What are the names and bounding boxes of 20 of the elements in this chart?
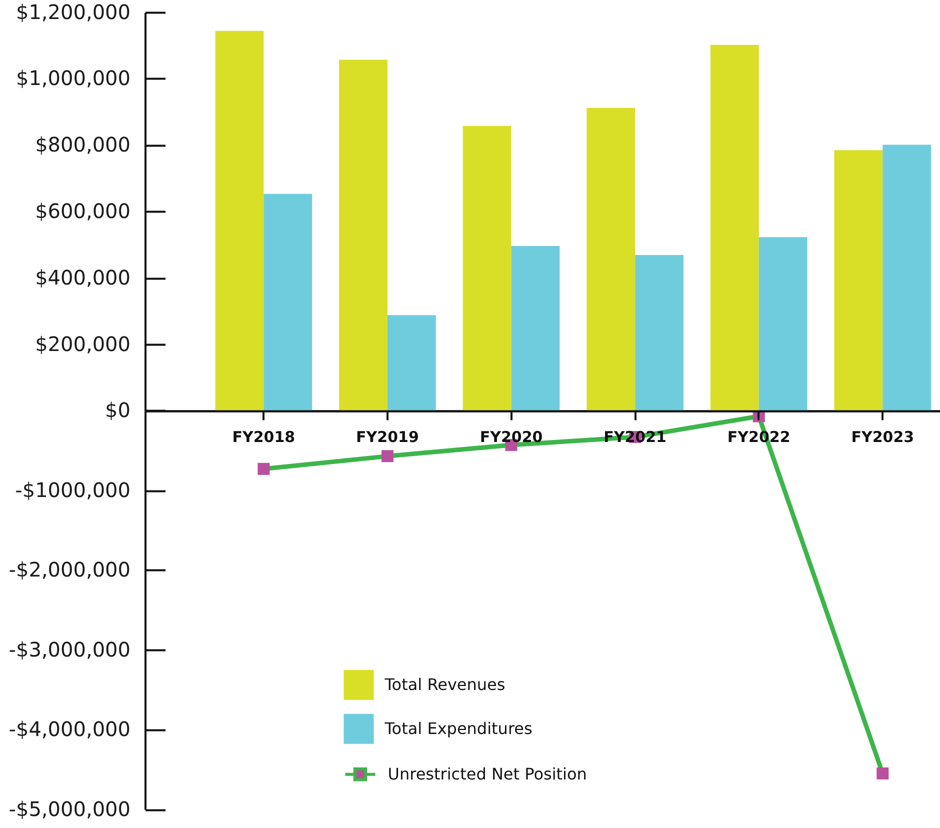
x-tick-label: FY2019 xyxy=(356,428,419,446)
y-tick-label: $600,000 xyxy=(35,199,130,223)
legend-label: Total Expenditures xyxy=(384,718,532,738)
y-tick-label: $800,000 xyxy=(35,132,130,157)
x-tick-label: FY2021 xyxy=(604,428,666,446)
y-tick-label: -$5,000,000 xyxy=(8,796,130,821)
x-tick-label: FY2023 xyxy=(851,428,914,446)
x-tick-label: FY2018 xyxy=(232,428,296,446)
y-tick-label: $1,000,000 xyxy=(16,66,130,90)
legend-label: Total Revenues xyxy=(384,674,506,694)
y-tick-label: $0 xyxy=(105,398,130,422)
y-tick-label: -$2,000,000 xyxy=(8,558,130,582)
x-tick-label: FY2020 xyxy=(480,428,543,446)
y-tick-label: -$3,000,000 xyxy=(8,637,130,662)
legend-label: Unrestricted Net Position xyxy=(388,764,587,784)
y-tick-label: -$1000,000 xyxy=(15,478,130,502)
y-tick-label: $400,000 xyxy=(35,265,130,290)
y-tick-label: $200,000 xyxy=(35,332,130,356)
y-tick-label: $1,200,000 xyxy=(16,0,130,24)
y-tick-label: -$4,000,000 xyxy=(8,717,130,742)
